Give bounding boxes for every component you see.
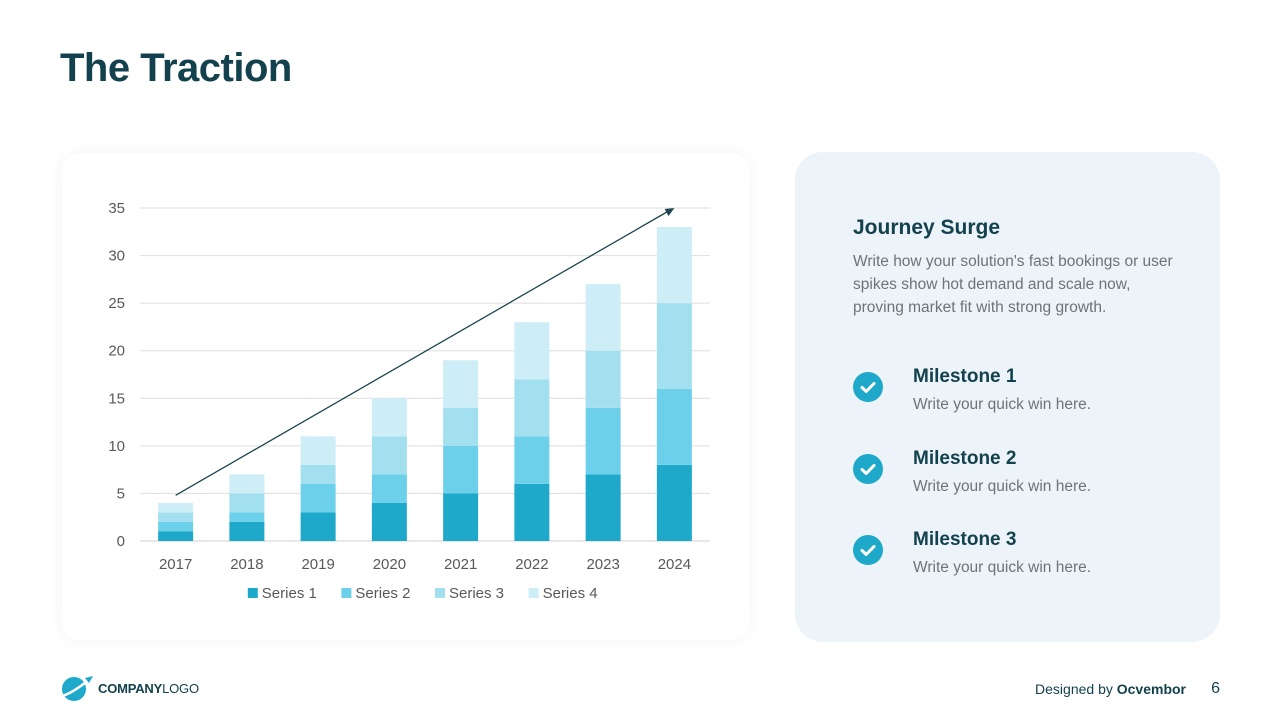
y-tick-label: 10 bbox=[108, 438, 125, 455]
x-tick-label: 2024 bbox=[658, 556, 691, 573]
y-tick-label: 35 bbox=[108, 200, 125, 217]
y-tick-label: 5 bbox=[117, 485, 125, 502]
journey-panel: Journey Surge Write how your solution's … bbox=[795, 152, 1220, 642]
logo-bold: COMPANY bbox=[98, 681, 163, 696]
bar-segment bbox=[158, 531, 194, 541]
y-tick-label: 0 bbox=[117, 533, 125, 550]
panel-description: Write how your solution's fast bookings … bbox=[853, 253, 1173, 316]
bar-segment bbox=[371, 474, 407, 503]
logo-light: LOGO bbox=[162, 681, 199, 696]
bar-segment bbox=[300, 436, 336, 465]
page-number: 6 bbox=[1211, 680, 1220, 697]
bar-segment bbox=[158, 502, 194, 513]
bar-segment bbox=[158, 521, 194, 532]
x-tick-label: 2019 bbox=[301, 556, 334, 573]
y-tick-label: 20 bbox=[108, 343, 125, 360]
bar-segment bbox=[585, 407, 621, 475]
x-tick-label: 2017 bbox=[159, 556, 192, 573]
check-circle-icon bbox=[853, 372, 883, 402]
milestone-text: Write your quick win here. bbox=[913, 478, 1092, 495]
bar-segment bbox=[443, 445, 479, 494]
bar-segment bbox=[443, 407, 479, 446]
panel-title: Journey Surge bbox=[853, 216, 1001, 239]
bar-segment bbox=[585, 284, 621, 351]
trend-arrow-head bbox=[664, 208, 675, 216]
y-tick-label: 15 bbox=[108, 390, 125, 407]
bar-segment bbox=[656, 388, 692, 465]
bar-segment bbox=[300, 512, 336, 541]
milestone-text: Write your quick win here. bbox=[913, 396, 1092, 413]
check-circle-icon bbox=[853, 454, 883, 484]
legend-label: Series 1 bbox=[262, 585, 317, 602]
bar-segment bbox=[585, 474, 621, 541]
x-tick-label: 2020 bbox=[373, 556, 406, 573]
bar-segment bbox=[514, 322, 550, 380]
y-tick-label: 25 bbox=[108, 295, 125, 312]
x-tick-label: 2022 bbox=[515, 556, 548, 573]
legend-label: Series 3 bbox=[449, 585, 504, 602]
legend-swatch bbox=[435, 588, 445, 598]
bar-segment bbox=[371, 398, 407, 437]
stacked-bar-chart: 0 5 10 15 20 25 30 35 2017 2018 2019 2020 2021 2022 20… bbox=[108, 200, 710, 602]
check-circle-icon bbox=[853, 535, 883, 565]
bar-segment bbox=[443, 360, 479, 408]
bar-segment bbox=[656, 227, 692, 304]
bar-segment bbox=[656, 464, 692, 541]
chart-card: 0 5 10 15 20 25 30 35 2017 2018 2019 2020 2021 2022 20… bbox=[62, 153, 750, 640]
bar-segment bbox=[443, 493, 479, 541]
milestone-title: Milestone 1 bbox=[913, 366, 1017, 387]
milestone-2: Milestone 2 Write your quick win here. bbox=[853, 448, 1193, 508]
designer-credit: Designed by Ocvembor bbox=[1035, 681, 1186, 697]
bar-segment bbox=[229, 474, 265, 494]
x-tick-label: 2021 bbox=[444, 556, 477, 573]
legend-label: Series 2 bbox=[355, 585, 410, 602]
legend-label: Series 4 bbox=[543, 585, 598, 602]
milestone-title: Milestone 2 bbox=[913, 448, 1017, 469]
bar-segment bbox=[371, 502, 407, 541]
bar-segment bbox=[514, 436, 550, 484]
bar-segment bbox=[514, 483, 550, 541]
bar-segment bbox=[229, 493, 265, 513]
bar-segment bbox=[300, 483, 336, 513]
milestone-title: Milestone 3 bbox=[913, 529, 1017, 550]
bar-segment bbox=[229, 512, 265, 522]
bar-segment bbox=[656, 303, 692, 389]
legend-swatch bbox=[341, 588, 352, 598]
legend-swatch bbox=[247, 588, 258, 598]
bar-segment bbox=[158, 512, 194, 522]
globe-plane-icon bbox=[61, 676, 93, 701]
trend-arrow-line bbox=[175, 209, 671, 496]
bar-segment bbox=[300, 464, 336, 484]
credit-prefix: Designed by bbox=[1035, 681, 1113, 697]
logo-text: COMPANYLOGO bbox=[98, 681, 199, 696]
legend-swatch bbox=[528, 588, 539, 598]
bar-segment bbox=[585, 350, 621, 408]
bar-segment bbox=[514, 379, 550, 437]
x-tick-label: 2018 bbox=[230, 556, 263, 573]
bar-segment bbox=[371, 436, 407, 475]
credit-name: Ocvembor bbox=[1116, 681, 1186, 697]
milestone-3: Milestone 3 Write your quick win here. bbox=[853, 529, 1193, 589]
x-tick-label: 2023 bbox=[586, 556, 619, 573]
milestone-1: Milestone 1 Write your quick win here. bbox=[853, 366, 1193, 426]
y-tick-label: 30 bbox=[108, 248, 125, 265]
milestone-text: Write your quick win here. bbox=[913, 559, 1092, 576]
bar-segment bbox=[229, 521, 265, 541]
page-title: The Traction bbox=[60, 46, 292, 90]
